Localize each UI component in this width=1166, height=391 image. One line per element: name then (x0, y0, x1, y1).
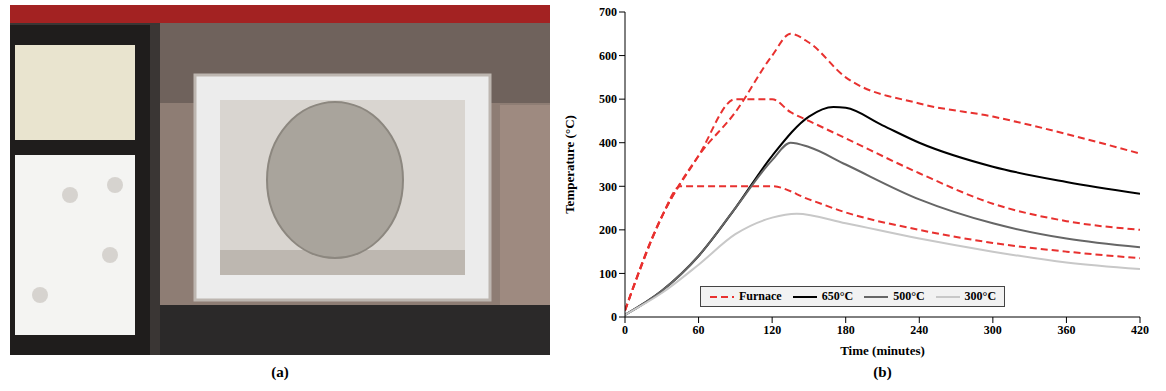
svg-text:100: 100 (599, 267, 617, 281)
svg-text:60: 60 (693, 323, 705, 337)
html-text:500°C: 500°C (893, 289, 925, 303)
svg-text:Time (minutes): Time (minutes) (840, 343, 925, 358)
svg-text:120: 120 (763, 323, 781, 337)
svg-text:300: 300 (984, 323, 1002, 337)
html-text:650°C: 650°C (821, 289, 854, 303)
svg-text:600: 600 (599, 49, 617, 63)
svg-text:Temperature (°C): Temperature (°C) (562, 115, 577, 214)
svg-text:200: 200 (599, 223, 617, 237)
html-text:(a): (a) (271, 364, 289, 380)
svg-text:400: 400 (599, 136, 617, 150)
svg-text:500: 500 (599, 92, 617, 106)
svg-text:240: 240 (910, 323, 928, 337)
svg-text:0: 0 (611, 310, 617, 324)
html-text:300°C: 300°C (964, 289, 997, 303)
svg-text:0: 0 (622, 323, 628, 337)
svg-text:360: 360 (1057, 323, 1075, 337)
html-text:Furnace: Furnace (739, 289, 782, 303)
svg-text:180: 180 (837, 323, 855, 337)
html-text:(b): (b) (873, 364, 892, 380)
svg-text:420: 420 (1131, 323, 1149, 337)
svg-text:300: 300 (599, 180, 617, 194)
svg-text:700: 700 (599, 5, 617, 19)
